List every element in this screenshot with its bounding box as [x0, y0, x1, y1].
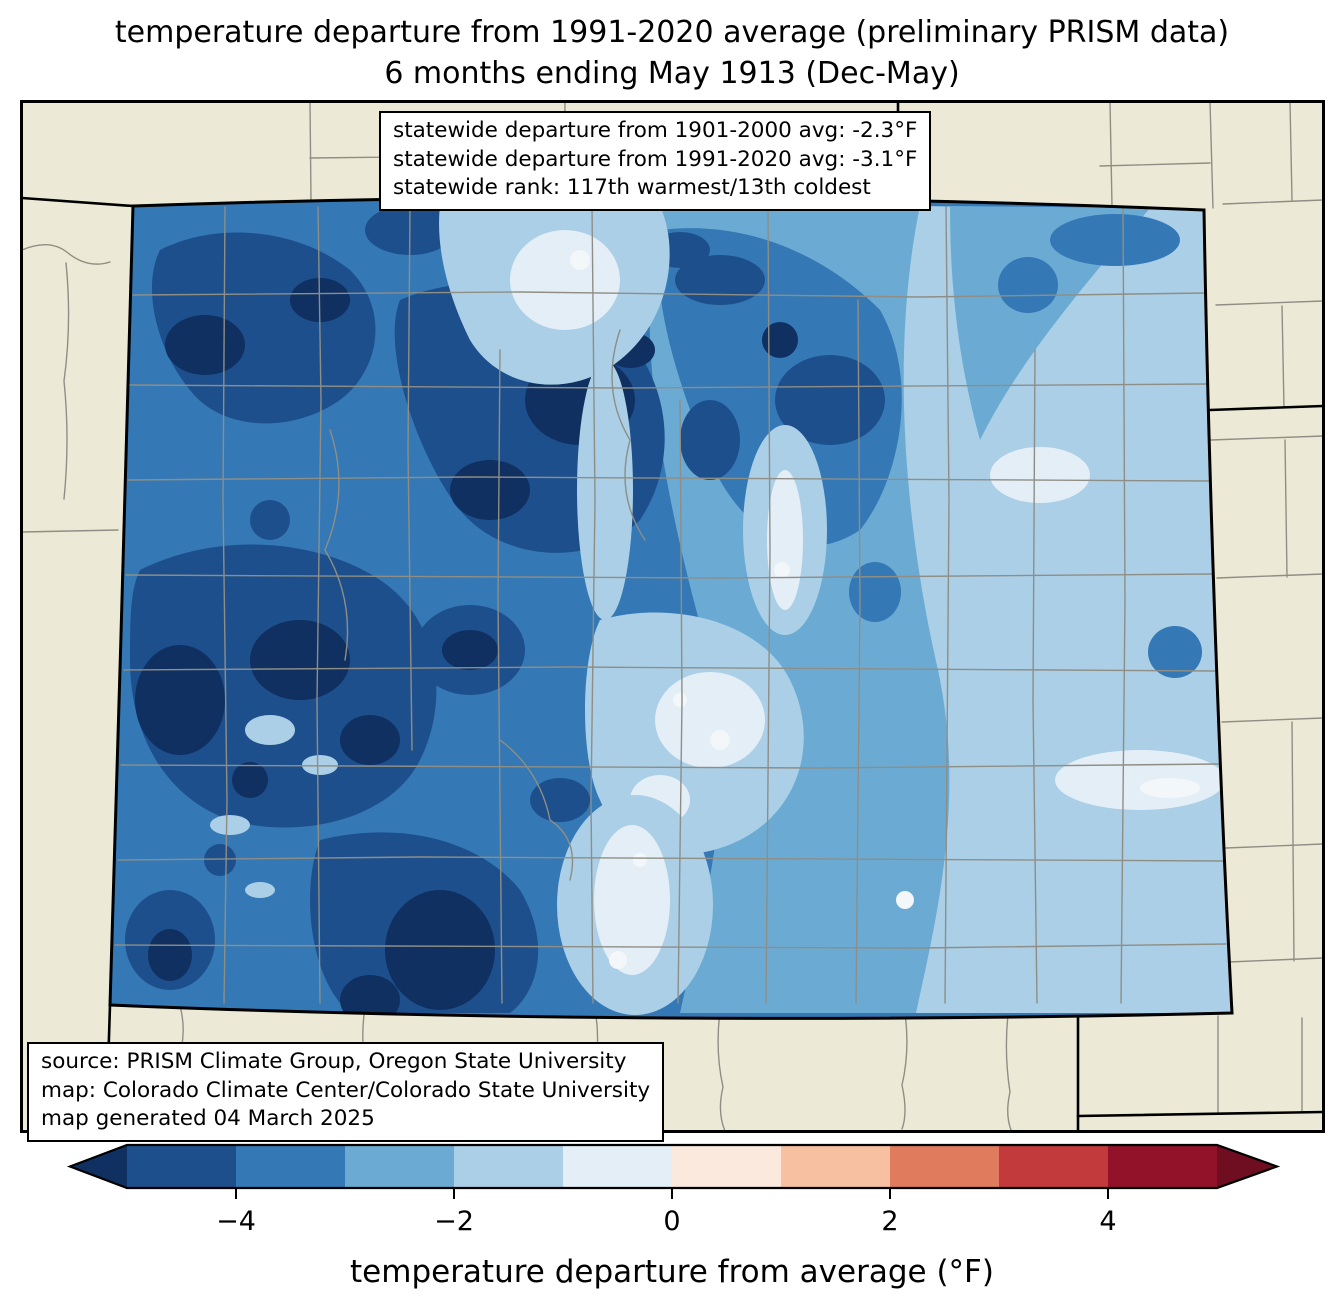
source-line: source: PRISM Climate Group, Oregon Stat…: [41, 1049, 627, 1074]
colorbar-over-arrow: [1217, 1145, 1277, 1188]
colorbar-segments: [127, 1145, 1217, 1188]
title-line-2: 6 months ending May 1913 (Dec-May): [384, 56, 960, 91]
colorbar-segment: [563, 1145, 672, 1188]
nebraska-kansas-border: [1208, 404, 1323, 412]
tick-label: −4: [216, 1206, 256, 1237]
colorbar-ticks: [235, 1188, 1109, 1199]
source-attribution-box: source: PRISM Climate Group, Oregon Stat…: [27, 1042, 665, 1142]
colorbar-segment: [345, 1145, 454, 1188]
colorbar-segment: [127, 1145, 236, 1188]
map-credit-line: map: Colorado Climate Center/Colorado St…: [41, 1077, 651, 1103]
oklahoma-texas-border: [1076, 1110, 1323, 1118]
colorbar-segment: [454, 1145, 563, 1188]
colorbar-segment: [672, 1145, 781, 1188]
tick-label: 4: [1099, 1206, 1116, 1237]
map-axes: [20, 100, 1325, 1133]
stats-line-1901-2000: statewide departure from 1901-2000 avg: …: [393, 118, 918, 143]
map-canvas: [20, 100, 1325, 1133]
colorbar-segment: [999, 1145, 1108, 1188]
colorado-county-lines: [114, 206, 1227, 1004]
tick-label: 0: [663, 1206, 680, 1237]
colorbar-segment: [1108, 1145, 1217, 1188]
statewide-stats-box: statewide departure from 1901-2000 avg: …: [379, 111, 932, 211]
colorbar-under-arrow: [70, 1145, 127, 1188]
page-title: temperature departure from 1991-2020 ave…: [0, 12, 1344, 94]
generated-date-line: map generated 04 March 2025: [41, 1106, 375, 1131]
tick-label: 2: [881, 1206, 898, 1237]
utah-wyoming-border: [22, 196, 135, 208]
colorbar-tick-labels: −4 −2 0 2 4: [216, 1206, 1117, 1237]
colorbar-segment: [781, 1145, 890, 1188]
colorbar-segment: [236, 1145, 345, 1188]
axes-frame: [20, 100, 1325, 1133]
colorbar-axis-label: temperature departure from average (°F): [350, 1254, 994, 1290]
colorbar-outline: [66, 1143, 1281, 1190]
colorado-contour-fills: [110, 197, 1232, 1019]
colorbar-segment: [890, 1145, 999, 1188]
tick-label: −2: [434, 1206, 474, 1237]
title-line-1: temperature departure from 1991-2020 ave…: [114, 15, 1230, 50]
stats-line-rank: statewide rank: 117th warmest/13th colde…: [393, 175, 871, 200]
stats-line-1991-2020: statewide departure from 1991-2020 avg: …: [393, 146, 918, 172]
colorbar: −4 −2 0 2 4 temperature departure from a…: [66, 1143, 1281, 1290]
